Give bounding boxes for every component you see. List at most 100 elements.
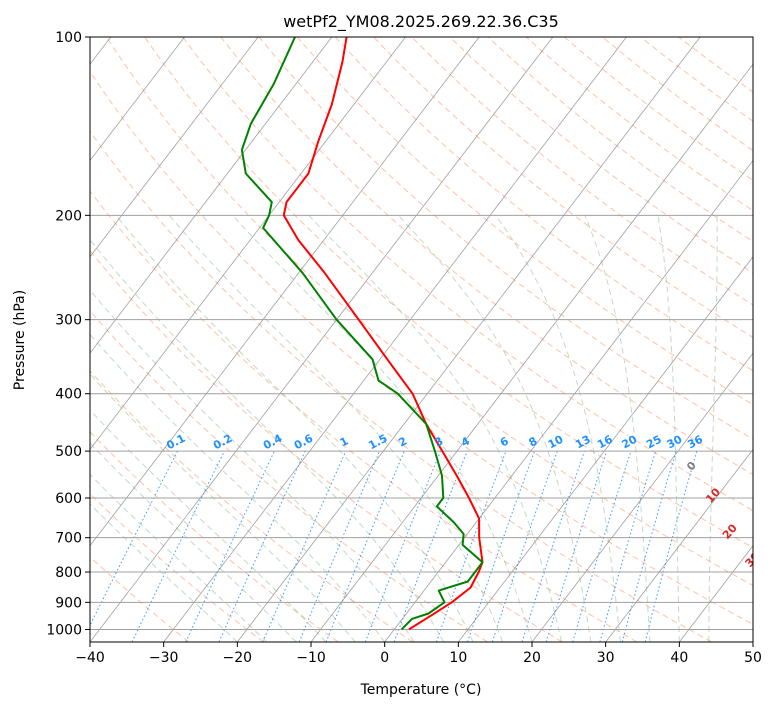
dry-adiabat-label: -20: [0, 375, 4, 399]
dry-adiabat-line: [182, 37, 753, 512]
mixing-ratio-line: [491, 450, 558, 642]
dry-adiabat-line: [90, 249, 563, 642]
y-tick-label: 800: [55, 565, 82, 581]
x-tick-label: 0: [380, 650, 389, 666]
moist-adiabat-line: [115, 214, 474, 642]
isotherm-line: [90, 37, 480, 547]
dry-adiabat-line: [640, 37, 753, 122]
dry-adiabat-line: [90, 190, 638, 642]
mixing-ratio-label: 2: [396, 434, 409, 449]
mixing-ratio-label: 16: [595, 433, 615, 452]
y-tick-label: 700: [55, 531, 82, 547]
dry-adiabat-line: [487, 37, 753, 243]
mixing-ratio-line: [262, 450, 347, 642]
y-tick-label: 500: [55, 444, 82, 460]
line-labels: 0.10.20.40.611.52346810131620253036-100-…: [0, 375, 763, 570]
isotherm-line: [310, 63, 753, 642]
moist-adiabat-line: [90, 473, 268, 642]
isotherm-line: [531, 352, 753, 642]
moist-adiabat-label: 10: [703, 485, 723, 505]
isotherm-line: [90, 37, 554, 642]
dry-adiabat-line: [602, 37, 753, 152]
mixing-ratio-line: [218, 450, 306, 642]
isotherm-line: [384, 159, 753, 642]
mixing-ratio-label: 0.1: [164, 432, 187, 453]
x-axis: −40 −30 −20 −10 0 10 20 30 40 50: [75, 642, 762, 666]
isotherm-line: [752, 641, 753, 642]
dry-adiabat-line: [296, 37, 753, 406]
x-tick-label: 40: [670, 650, 688, 666]
x-tick-label: −20: [223, 650, 253, 666]
moist-adiabat-line: [90, 238, 445, 642]
moist-adiabat-line: [308, 214, 562, 642]
moist-adiabat-line: [90, 442, 297, 642]
y-tick-label: 100: [55, 30, 82, 46]
mixing-ratio-label: 0.6: [292, 432, 316, 453]
moist-adiabat-label: 0: [684, 459, 699, 474]
mixing-ratio-label: 1: [338, 434, 351, 449]
dry-adiabat-line: [90, 130, 712, 642]
y-tick-label: 200: [55, 208, 82, 224]
dry-adiabat-line: [90, 431, 339, 642]
dry-adiabat-line: [144, 37, 753, 549]
dry-adiabat-line: [90, 556, 190, 642]
mixing-ratio-label: 25: [644, 433, 664, 452]
mixing-ratio-line: [644, 450, 698, 642]
moist-adiabat-line: [232, 214, 533, 642]
y-tick-label: 400: [55, 387, 82, 403]
dry-adiabat-line: [525, 37, 753, 212]
isotherm-line: [90, 37, 259, 258]
x-axis-label: Temperature (°C): [360, 682, 482, 698]
x-tick-label: −40: [75, 650, 105, 666]
mixing-ratio-line: [467, 450, 536, 642]
y-tick-label: 1000: [46, 622, 82, 638]
x-tick-label: −30: [149, 650, 179, 666]
dry-adiabat-line: [90, 493, 264, 642]
isotherm-line: [458, 256, 753, 642]
x-tick-label: 50: [744, 650, 762, 666]
mixing-ratio-label: 20: [620, 433, 640, 452]
plot-frame: [89, 36, 754, 643]
dewpoint-profile-line: [240, 37, 484, 631]
mixing-ratio-line: [131, 450, 225, 642]
y-tick-label: 900: [55, 595, 82, 611]
moist-adiabat-line: [168, 214, 503, 642]
isotherm-line: [90, 37, 185, 162]
mixing-ratio-line: [435, 450, 507, 642]
dry-adiabat-line: [90, 309, 488, 642]
moist-adiabat-line: [708, 215, 718, 642]
mixing-ratio-label: 10: [546, 433, 566, 452]
dry-adiabat-line: [90, 370, 414, 642]
mixing-ratio-line: [521, 450, 586, 642]
mixing-ratio-line: [572, 450, 632, 642]
moist-adiabat-line: [495, 215, 621, 642]
mixing-ratio-line: [393, 450, 468, 642]
y-tick-label: 600: [55, 491, 82, 507]
dry-adiabat-line: [449, 37, 753, 274]
mixing-ratio-label: 13: [573, 433, 593, 452]
moist-adiabat-label: 30: [743, 550, 763, 570]
y-axis: 1000 900 800 700 600 500 400 300 200 100: [46, 30, 90, 638]
chart-title: wetPf2_YM08.2025.269.22.36.C35: [283, 12, 559, 32]
mixing-ratio-label: 1.5: [366, 432, 389, 453]
moist-adiabat-line: [657, 215, 680, 642]
dry-adiabat-line: [564, 37, 753, 181]
mixing-ratio-label: 0.4: [261, 432, 285, 453]
moist-adiabat-line: [90, 409, 327, 642]
dry-adiabat-line: [258, 37, 753, 440]
isotherm-line: [163, 37, 627, 642]
mixing-ratio-label: 6: [498, 434, 511, 449]
moist-adiabat-line: [90, 503, 238, 642]
temperature-profile-line: [282, 37, 484, 631]
x-tick-label: −10: [296, 650, 326, 666]
moist-adiabat-line: [90, 333, 386, 642]
dry-adiabat-line: [90, 70, 753, 625]
mixing-ratio-line: [298, 450, 381, 642]
series-layer: [240, 37, 484, 631]
isotherm-line: [679, 545, 753, 642]
dry-adiabat-line: [335, 37, 753, 372]
mixing-ratio-line: [599, 450, 657, 642]
isotherm-line: [605, 448, 753, 642]
mixing-ratio-label: 4: [459, 434, 472, 449]
